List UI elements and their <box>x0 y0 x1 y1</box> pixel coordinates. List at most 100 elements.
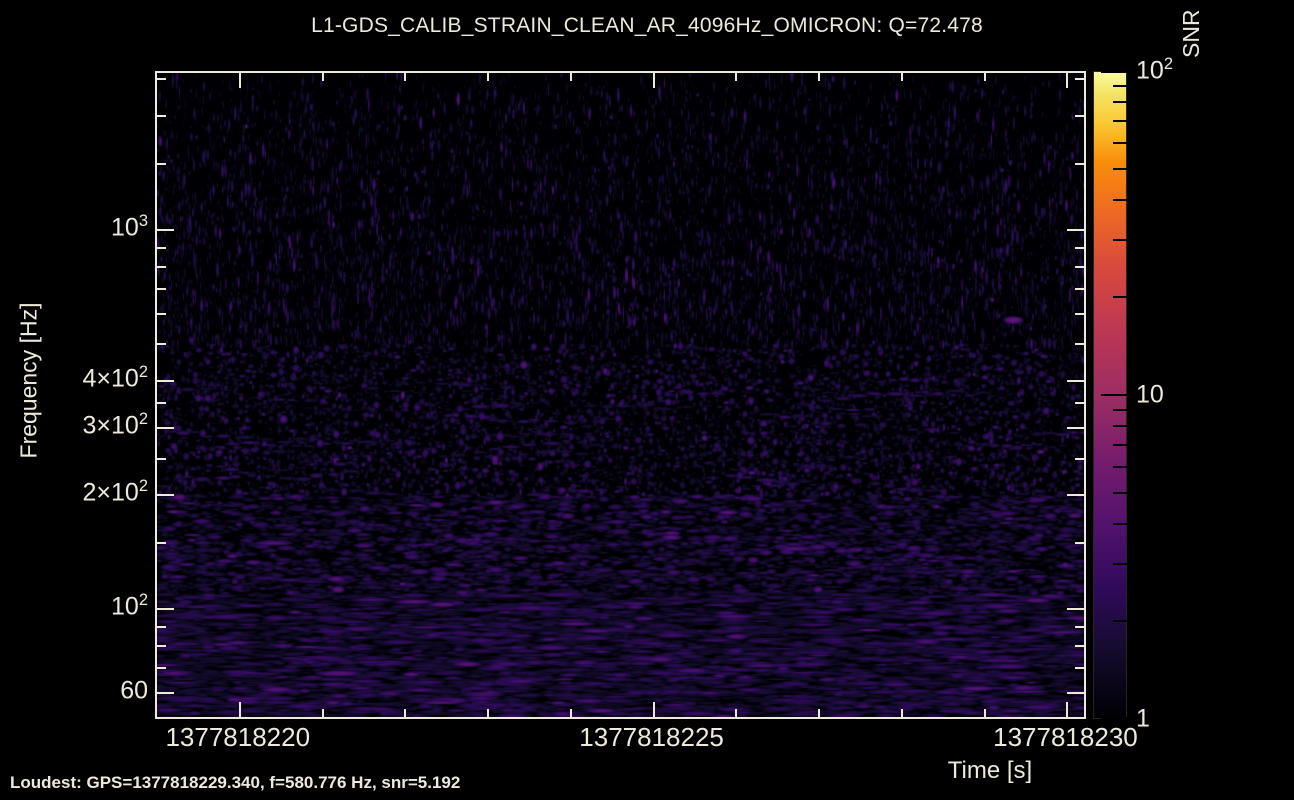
y-tick-major <box>157 494 174 497</box>
x-tick-minor <box>900 709 903 717</box>
x-tick-minor-top <box>735 73 738 81</box>
colorbar-tick-minor <box>1113 296 1127 299</box>
y-tick-major <box>157 692 174 695</box>
y-tick-minor <box>157 266 166 269</box>
colorbar-tick-minor <box>1113 620 1127 623</box>
colorbar-tick-minor <box>1113 522 1127 525</box>
y-tick-minor-right <box>1075 541 1084 544</box>
loudest-event-annotation: Loudest: GPS=1377818229.340, f=580.776 H… <box>10 773 461 792</box>
x-tick-major <box>238 702 241 717</box>
y-tick-minor <box>157 667 166 670</box>
y-tick-minor <box>157 457 166 460</box>
y-tick-label: 2×102 <box>82 477 149 507</box>
y-tick-label: 4×102 <box>82 363 149 393</box>
y-tick-minor <box>157 625 166 628</box>
x-tick-minor-top <box>983 73 986 81</box>
y-tick-minor <box>157 246 166 249</box>
x-tick-major-top <box>238 73 241 88</box>
y-tick-major <box>157 229 174 232</box>
y-tick-minor-right <box>1075 645 1084 648</box>
colorbar-tick-major <box>1101 717 1127 719</box>
colorbar-tick-minor <box>1113 465 1127 468</box>
y-tick-minor <box>157 288 166 290</box>
x-tick-minor <box>818 709 821 717</box>
y-tick-minor-right <box>1075 457 1084 460</box>
colorbar-tick-minor <box>1113 167 1127 170</box>
y-tick-minor <box>157 343 166 346</box>
y-tick-major-right <box>1067 229 1084 232</box>
colorbar[interactable] <box>1093 71 1127 719</box>
y-tick-major <box>157 427 174 430</box>
y-tick-minor <box>157 402 166 405</box>
y-tick-label: 103 <box>111 212 148 242</box>
x-tick-minor-top <box>569 73 572 81</box>
y-tick-label: 3×102 <box>82 410 149 440</box>
y-axis-labels: 103 4×102 3×102 2×102 102 60 Frequency [Hz] <box>0 71 149 719</box>
y-tick-minor-right <box>1075 625 1084 628</box>
y-tick-minor-right <box>1075 78 1084 81</box>
colorbar-tick-minor <box>1113 101 1127 104</box>
y-tick-minor <box>157 78 166 81</box>
colorbar-tick-minor <box>1113 198 1127 201</box>
spectrogram-canvas <box>157 73 1084 717</box>
y-tick-major-right <box>1067 494 1084 497</box>
y-tick-label: 60 <box>120 676 148 705</box>
x-axis-labels: 1377818220 1377818225 1377818230 <box>0 722 1294 756</box>
y-tick-minor-right <box>1075 246 1084 249</box>
colorbar-tick-minor <box>1113 491 1127 494</box>
colorbar-tick-minor <box>1113 239 1127 242</box>
colorbar-tick-minor <box>1113 141 1127 144</box>
y-tick-minor-right <box>1075 313 1084 316</box>
x-tick-label: 1377818225 <box>579 722 724 752</box>
colorbar-tick-major <box>1101 71 1127 73</box>
colorbar-tick-label: 10 <box>1136 380 1164 409</box>
y-tick-minor-right <box>1075 343 1084 346</box>
y-tick-minor <box>157 645 166 648</box>
y-tick-minor <box>157 541 166 544</box>
y-tick-major-right <box>1067 692 1084 695</box>
colorbar-tick-major <box>1101 394 1127 396</box>
colorbar-tick-minor <box>1113 84 1127 87</box>
y-tick-label: 102 <box>111 591 148 621</box>
y-tick-major-right <box>1067 608 1084 611</box>
x-tick-major <box>652 702 655 717</box>
y-tick-minor-right <box>1075 288 1084 290</box>
x-tick-minor <box>487 709 490 717</box>
x-tick-label: 1377818230 <box>993 722 1138 752</box>
colorbar-tick-minor <box>1113 425 1127 428</box>
x-tick-major-top <box>652 73 655 88</box>
y-tick-major <box>157 608 174 611</box>
y-tick-major <box>157 380 174 383</box>
y-tick-minor-right <box>1075 402 1084 405</box>
x-tick-major-top <box>1066 73 1069 88</box>
colorbar-tick-minor <box>1113 444 1127 447</box>
page-title: L1-GDS_CALIB_STRAIN_CLEAN_AR_4096Hz_OMIC… <box>311 14 983 37</box>
y-tick-major-right <box>1067 427 1084 430</box>
x-axis-title: Time [s] <box>947 757 1033 784</box>
x-tick-minor <box>983 709 986 717</box>
x-tick-minor-top <box>818 73 821 81</box>
y-axis-title: Frequency [Hz] <box>15 302 42 459</box>
x-tick-minor-top <box>321 73 324 81</box>
x-tick-label: 1377818220 <box>165 722 311 752</box>
spectrogram-plot[interactable] <box>155 71 1086 719</box>
y-tick-minor-right <box>1075 266 1084 269</box>
colorbar-tick-label: 1 <box>1136 704 1150 733</box>
x-tick-minor <box>569 709 572 717</box>
x-tick-minor <box>404 709 407 717</box>
y-tick-minor <box>157 162 166 165</box>
colorbar-tick-minor <box>1113 563 1127 566</box>
y-tick-minor-right <box>1075 667 1084 670</box>
x-tick-minor-top <box>404 73 407 81</box>
y-tick-minor <box>157 115 166 118</box>
x-tick-minor-top <box>900 73 903 81</box>
x-tick-major <box>1066 702 1069 717</box>
y-tick-minor-right <box>1075 115 1084 118</box>
x-tick-minor-top <box>487 73 490 81</box>
y-tick-minor <box>157 313 166 316</box>
y-tick-minor-right <box>1075 162 1084 165</box>
colorbar-tick-minor <box>1113 408 1127 411</box>
y-tick-major-right <box>1067 380 1084 383</box>
colorbar-tick-label: 102 <box>1136 55 1173 85</box>
